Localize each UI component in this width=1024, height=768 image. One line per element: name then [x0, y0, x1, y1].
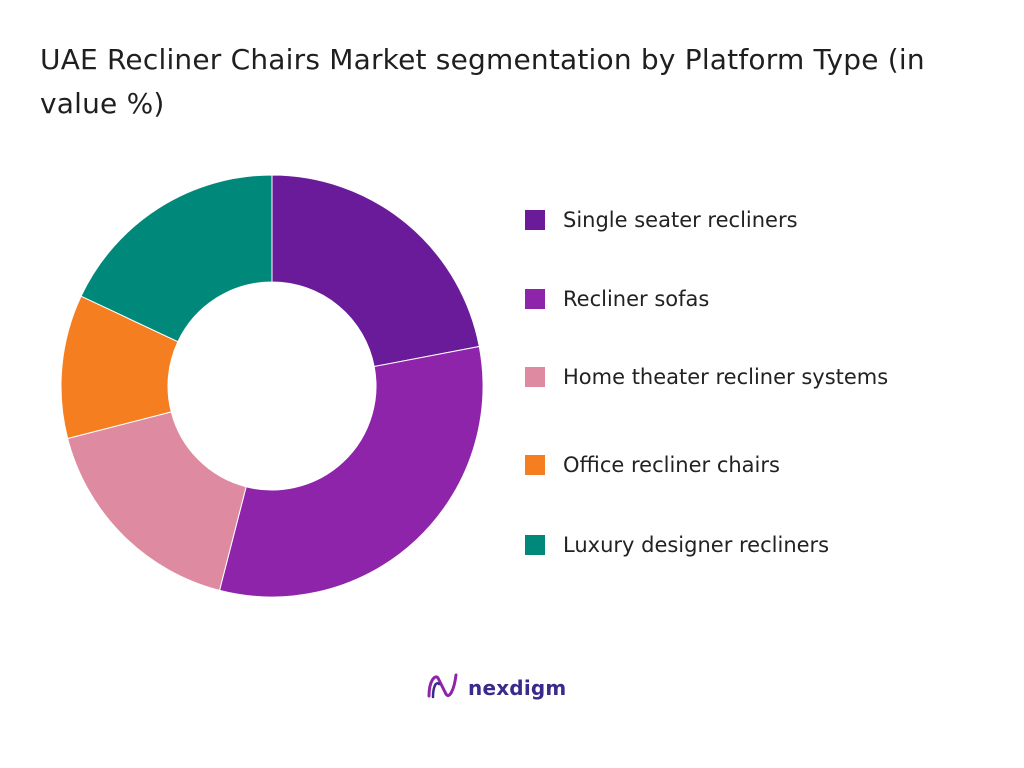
legend-item: Home theater recliner systems	[525, 359, 888, 395]
nexdigm-logo-icon	[426, 669, 460, 707]
legend-swatch	[525, 210, 545, 230]
donut-slice-1	[271, 174, 480, 368]
legend-label: Recliner sofas	[563, 287, 710, 311]
legend-label: Home theater recliner systems	[563, 365, 889, 389]
legend-item: Single seater recliners	[525, 202, 798, 238]
brand-footer: nexdigm	[426, 668, 566, 708]
legend-item: Office recliner chairs	[525, 447, 780, 483]
legend-item: Recliner sofas	[525, 281, 709, 317]
legend-swatch	[525, 367, 545, 387]
donut-slice-3	[67, 411, 247, 591]
legend-swatch	[525, 455, 545, 475]
donut-slice-2	[218, 345, 484, 598]
brand-name: nexdigm	[468, 676, 567, 700]
legend-swatch	[525, 289, 545, 309]
donut-slice-5	[80, 174, 273, 343]
chart-title: UAE Recliner Chairs Market segmentation …	[40, 43, 925, 120]
legend-label: Luxury designer recliners	[563, 533, 830, 557]
legend-item: Luxury designer recliners	[525, 527, 829, 563]
legend-label: Single seater recliners	[563, 208, 798, 232]
legend-swatch	[525, 535, 545, 555]
legend-label: Office recliner chairs	[563, 453, 780, 477]
